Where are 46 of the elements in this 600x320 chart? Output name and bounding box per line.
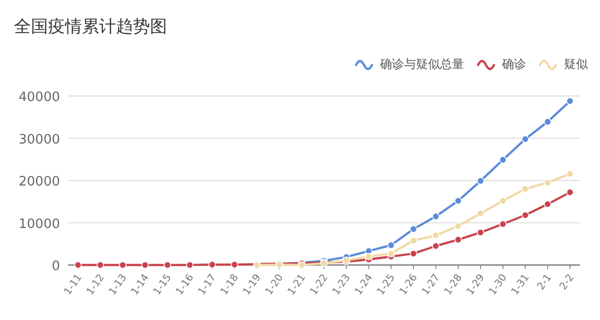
point — [454, 222, 462, 230]
point — [96, 261, 104, 269]
point — [566, 170, 574, 178]
legend-label: 确诊与疑似总量 — [379, 57, 464, 71]
chart-title: 全国疫情累计趋势图 — [14, 17, 167, 37]
point — [410, 250, 418, 258]
point — [544, 200, 552, 208]
point — [74, 261, 82, 269]
legend-label: 疑似 — [564, 57, 588, 71]
point — [476, 210, 484, 218]
point — [208, 260, 216, 268]
point — [454, 197, 462, 204]
point — [432, 212, 440, 220]
point — [499, 156, 507, 164]
point — [230, 260, 238, 268]
point — [476, 177, 484, 185]
point — [544, 118, 552, 126]
point — [119, 261, 126, 269]
point — [387, 241, 395, 249]
point — [141, 261, 149, 269]
point — [522, 135, 529, 143]
point — [476, 228, 484, 236]
x-tick-label: 2-2 — [558, 272, 576, 292]
point — [432, 232, 440, 240]
x-tick-label: 2-1 — [536, 272, 554, 292]
point — [410, 225, 418, 233]
point — [186, 261, 194, 269]
point — [365, 252, 372, 260]
point — [410, 236, 418, 244]
point — [432, 242, 440, 250]
point — [499, 220, 507, 228]
point — [544, 178, 552, 186]
point — [387, 250, 395, 258]
y-tick-label: 10000 — [18, 216, 60, 232]
legend-label: 确诊 — [501, 57, 526, 71]
y-tick-label: 30000 — [18, 132, 60, 148]
point — [499, 197, 507, 204]
point — [522, 185, 529, 193]
point — [454, 236, 462, 244]
point — [566, 188, 574, 196]
y-tick-label: 20000 — [18, 174, 60, 190]
y-tick-label: 40000 — [18, 90, 60, 105]
y-tick-label: 0 — [52, 259, 60, 274]
point — [522, 211, 529, 219]
point — [164, 261, 172, 269]
point — [566, 97, 574, 105]
